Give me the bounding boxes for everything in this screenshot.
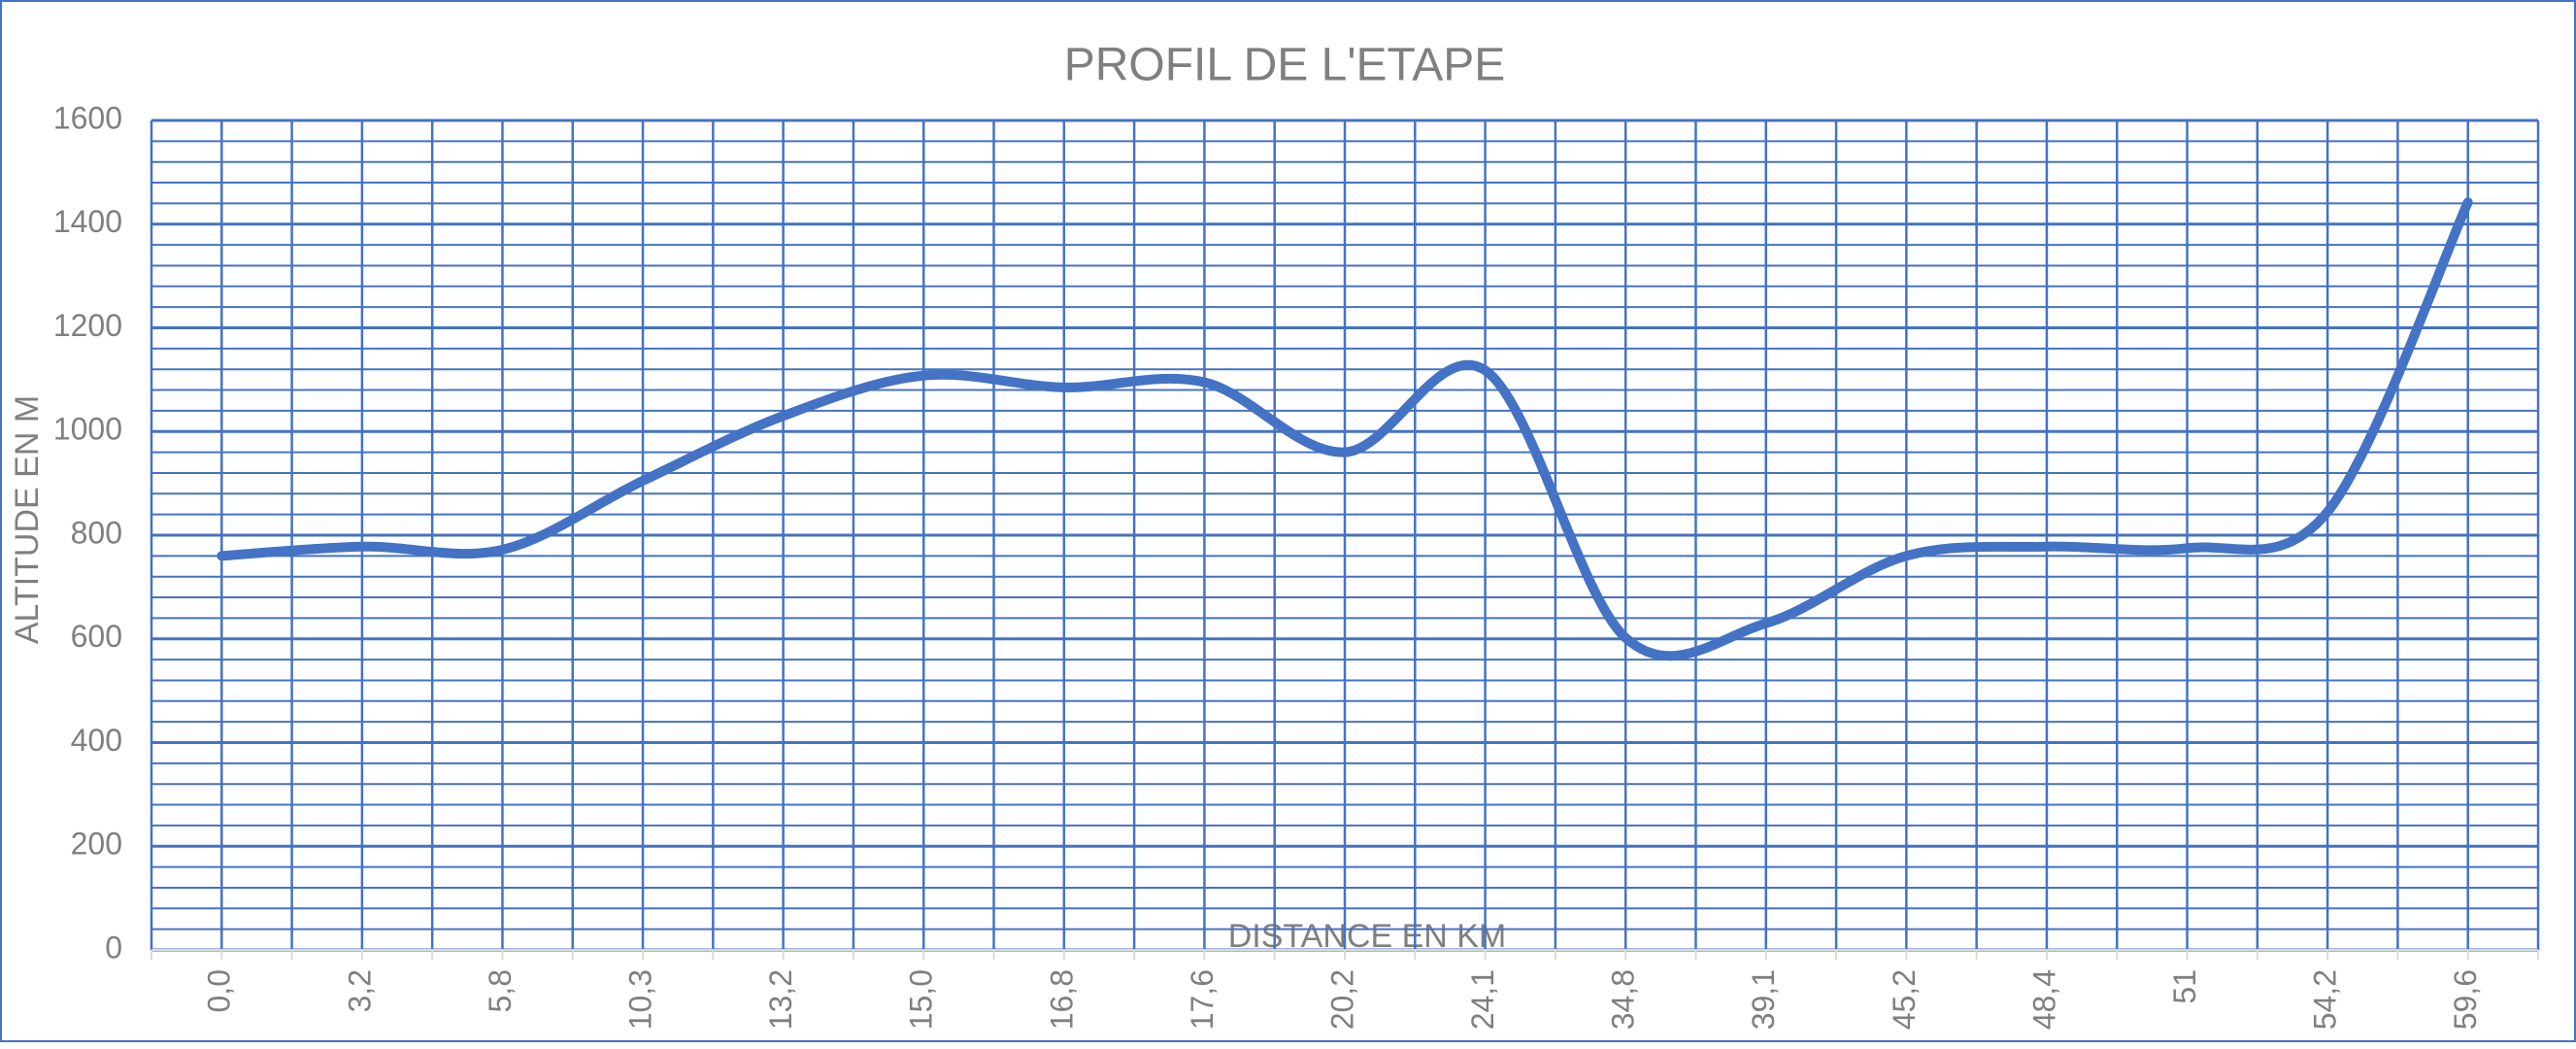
line-series [217, 197, 2473, 661]
x-tick-label: 3,2 [342, 969, 377, 1012]
x-tick-label: 54,2 [2308, 969, 2343, 1030]
y-tick-label: 400 [71, 723, 122, 758]
x-tick-label: 48,4 [2026, 969, 2061, 1030]
y-tick-label: 200 [71, 827, 122, 862]
x-tick-label: 10,3 [623, 969, 658, 1030]
y-tick-label: 1400 [53, 204, 122, 239]
y-tick-label: 0 [105, 930, 122, 964]
x-tick-label: 39,1 [1746, 969, 1781, 1030]
x-tick-label: 59,6 [2448, 969, 2483, 1030]
y-tick-label: 1000 [53, 412, 122, 447]
x-tick-label: 51 [2167, 969, 2202, 1004]
x-tick-label: 5,8 [483, 969, 518, 1012]
x-tick-label: 0,0 [202, 969, 237, 1012]
x-tick-label: 34,8 [1606, 969, 1641, 1030]
x-tick-label: 15,0 [904, 969, 939, 1030]
x-tick-label: 17,6 [1185, 969, 1220, 1030]
y-tick-label: 1200 [53, 308, 122, 343]
chart-title: PROFIL DE L'ETAPE [1064, 40, 1506, 91]
x-tick-label: 24,1 [1465, 969, 1500, 1030]
y-tick-label: 600 [71, 619, 122, 654]
y-axis-title: ALTITUDE EN M [9, 395, 46, 644]
x-tick-label: 20,2 [1324, 969, 1359, 1030]
x-tick-label: 45,2 [1887, 969, 1922, 1030]
y-tick-label: 800 [71, 515, 122, 550]
y-tick-label: 1600 [53, 100, 122, 135]
x-tick-label: 16,8 [1044, 969, 1079, 1030]
x-tick-label: 13,2 [763, 969, 798, 1030]
